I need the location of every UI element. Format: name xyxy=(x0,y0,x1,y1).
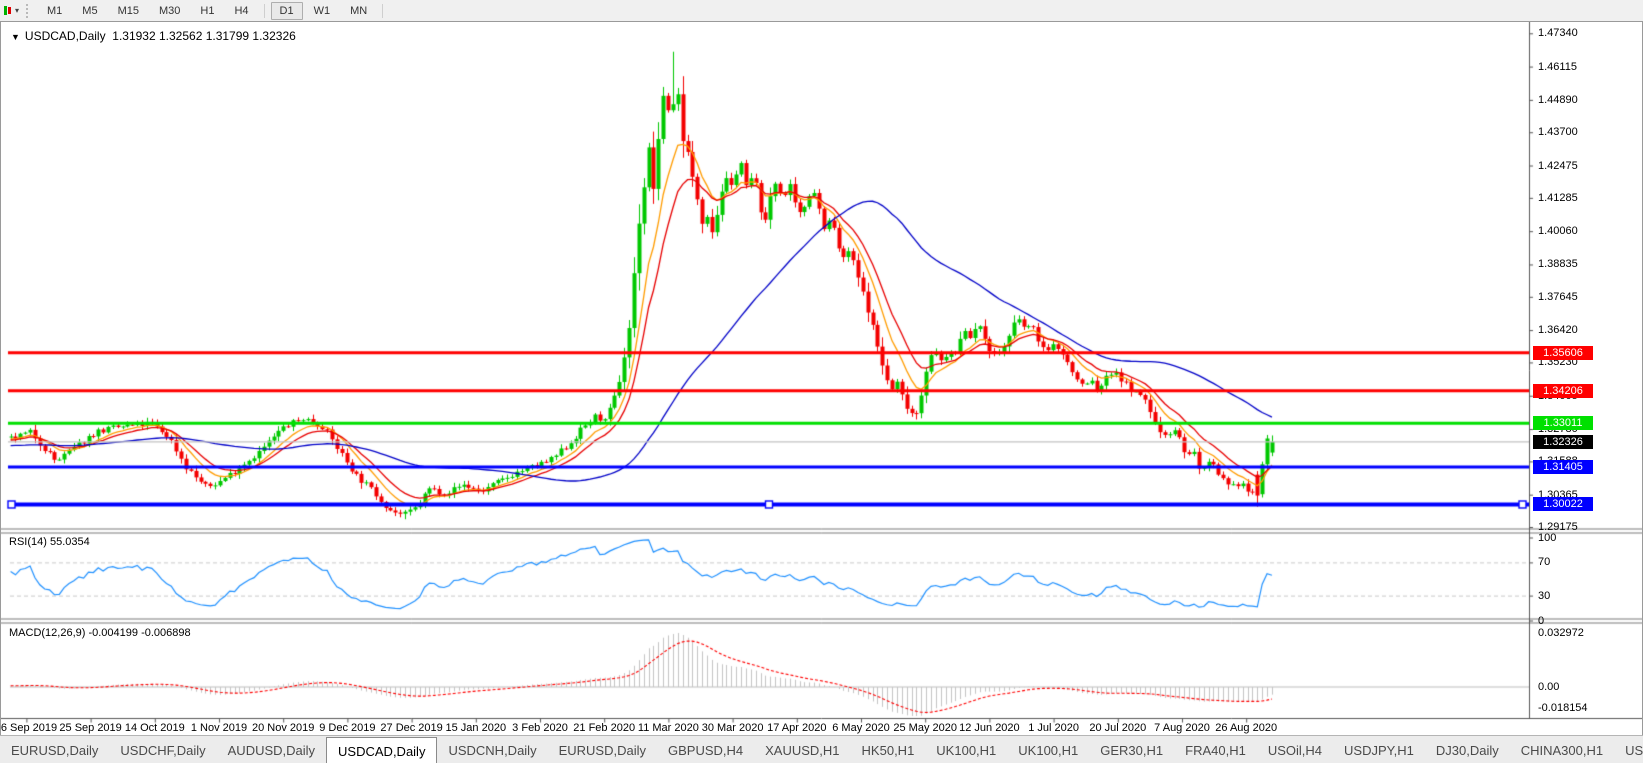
chart-tab-AUDUSDDaily[interactable]: AUDUSD,Daily xyxy=(227,742,316,758)
chart-tab-USOilH1[interactable]: USOil,H1 xyxy=(1625,742,1643,758)
price-axis-label: 1.36420 xyxy=(1538,324,1578,337)
chart-tab-USDCNHDaily[interactable]: USDCNH,Daily xyxy=(448,742,537,758)
timeframe-button-M30[interactable]: M30 xyxy=(158,4,181,17)
date-axis-label: 11 Mar 2020 xyxy=(637,722,699,734)
chart-tab-USDCADDaily[interactable]: USDCAD,Daily xyxy=(326,737,438,763)
timeframe-button-D1[interactable]: D1 xyxy=(270,1,303,20)
price-axis-label: 1.29175 xyxy=(1538,521,1578,533)
chart-type-icon[interactable]: ▾ xyxy=(4,6,22,15)
price-chart-canvas[interactable] xyxy=(1,22,1642,735)
date-axis-label: 12 Jun 2020 xyxy=(959,722,1020,734)
timeframe-button-M15[interactable]: M15 xyxy=(117,4,139,17)
chart-symbol-label: USDCAD,Daily xyxy=(24,29,106,43)
price-axis-label: 1.40060 xyxy=(1538,225,1578,238)
date-axis-label: 26 Aug 2020 xyxy=(1215,722,1278,734)
rsi-axis-label: 0 xyxy=(1538,614,1545,627)
chart-tab-UK100H1[interactable]: UK100,H1 xyxy=(1018,742,1079,758)
timeframe-button-H1[interactable]: H1 xyxy=(200,4,215,17)
macd-indicator-label: MACD(12,26,9) -0.004199 -0.006898 xyxy=(9,627,191,639)
chart-tab-FRA40H1[interactable]: FRA40,H1 xyxy=(1185,742,1246,758)
hline-price-tag[interactable]: 1.35606 xyxy=(1533,345,1593,360)
hline-price-tag[interactable]: 1.30022 xyxy=(1533,497,1593,512)
date-axis-label: 25 Sep 2019 xyxy=(59,722,122,734)
timeframe-button-H4[interactable]: H4 xyxy=(234,4,249,17)
price-axis-label: 1.43700 xyxy=(1538,126,1578,139)
hline-price-tag[interactable]: 1.31405 xyxy=(1533,459,1593,474)
chart-tab-USDCHFDaily[interactable]: USDCHF,Daily xyxy=(120,742,206,758)
price-axis-label: 1.37645 xyxy=(1538,290,1578,303)
macd-axis-label: 0.032972 xyxy=(1538,626,1584,639)
current-price-tag: 1.32326 xyxy=(1533,434,1593,449)
rsi-axis-label: 30 xyxy=(1538,589,1551,602)
chart-tab-EURUSDDaily[interactable]: EURUSD,Daily xyxy=(558,742,646,758)
bull-candle-glyph xyxy=(4,6,7,15)
bear-candle-glyph xyxy=(8,7,11,14)
timeframe-button-M1[interactable]: M1 xyxy=(47,4,63,17)
chart-window: ▼ USDCAD,Daily 1.31932 1.32562 1.31799 1.… xyxy=(0,21,1643,736)
date-axis-label: 20 Nov 2019 xyxy=(251,722,315,734)
hline-price-tag[interactable]: 1.33011 xyxy=(1533,416,1593,431)
price-axis-label: 1.41285 xyxy=(1538,191,1578,204)
price-axis-label: 1.38835 xyxy=(1538,258,1578,271)
chart-tab-bar: EURUSD,Daily USDCHF,Daily AUDUSD,Daily USDC… xyxy=(0,735,1643,763)
toolbar-grip-handle[interactable] xyxy=(26,3,33,18)
toolbar-separator xyxy=(382,3,384,18)
date-axis-label: 21 Feb 2020 xyxy=(573,722,636,734)
chart-tab-UK100H1[interactable]: UK100,H1 xyxy=(936,742,997,758)
timeframe-buttons: M1 M5 M15 M30 H1 H4 D1 W1 MN xyxy=(37,1,388,20)
rsi-axis-label: 70 xyxy=(1538,556,1551,569)
date-axis-label: 6 May 2020 xyxy=(832,722,890,734)
price-axis-label: 1.47340 xyxy=(1538,27,1578,40)
date-axis-label: 20 Jul 2020 xyxy=(1089,722,1147,734)
date-axis-label: 30 Mar 2020 xyxy=(701,722,764,734)
date-axis-label: 27 Dec 2019 xyxy=(380,722,443,734)
chart-tab-XAUUSDH1[interactable]: XAUUSD,H1 xyxy=(765,742,840,758)
timeframe-toolbar: ▾ M1 M5 M15 M30 H1 H4 D1 W1 MN xyxy=(0,0,1643,22)
date-axis-label: 25 May 2020 xyxy=(893,722,957,734)
price-axis-label: 1.46115 xyxy=(1538,60,1577,73)
macd-axis-label: 0.00 xyxy=(1538,680,1560,693)
chart-tab-HK50H1[interactable]: HK50,H1 xyxy=(861,742,915,758)
date-axis-label: 17 Apr 2020 xyxy=(767,722,827,734)
chart-tab-DJ30Daily[interactable]: DJ30,Daily xyxy=(1435,742,1499,758)
timeframe-button-MN[interactable]: MN xyxy=(350,4,368,17)
date-axis-label: 15 Jan 2020 xyxy=(445,722,507,734)
date-axis-label: 6 Sep 2019 xyxy=(0,722,58,734)
date-axis-label: 1 Nov 2019 xyxy=(190,722,248,734)
timeframe-button-M5[interactable]: M5 xyxy=(82,4,98,17)
hline-price-tag[interactable]: 1.34206 xyxy=(1533,383,1593,398)
one-click-trading-icon[interactable]: ▼ xyxy=(11,32,20,42)
toolbar-separator xyxy=(263,3,265,18)
date-axis-label: 14 Oct 2019 xyxy=(124,722,185,734)
chevron-down-icon[interactable]: ▾ xyxy=(15,6,20,15)
date-axis-label: 1 Jul 2020 xyxy=(1028,722,1079,734)
chart-tab-USDJPYH1[interactable]: USDJPY,H1 xyxy=(1344,742,1414,758)
date-axis-label: 7 Aug 2020 xyxy=(1154,722,1210,734)
date-axis-label: 9 Dec 2019 xyxy=(319,722,376,734)
chart-tab-CHINA300H1[interactable]: CHINA300,H1 xyxy=(1520,742,1604,758)
chart-tab-USOilH4[interactable]: USOil,H4 xyxy=(1267,742,1323,758)
price-axis-label: 1.44890 xyxy=(1538,93,1578,106)
rsi-indicator-label: RSI(14) 55.0354 xyxy=(9,536,90,548)
price-axis-label: 1.42475 xyxy=(1538,159,1578,172)
chart-tab-EURUSDDaily[interactable]: EURUSD,Daily xyxy=(11,742,99,758)
chart-tab-GBPUSDH4[interactable]: GBPUSD,H4 xyxy=(667,742,744,758)
timeframe-button-W1[interactable]: W1 xyxy=(313,4,331,17)
macd-axis-label: -0.018154 xyxy=(1538,701,1588,714)
chart-ohlc-values: 1.31932 1.32562 1.31799 1.32326 xyxy=(112,29,296,43)
rsi-axis-label: 100 xyxy=(1538,531,1557,544)
date-axis-label: 3 Feb 2020 xyxy=(512,722,568,734)
chart-tab-GER30H1[interactable]: GER30,H1 xyxy=(1100,742,1164,758)
chart-title: ▼ USDCAD,Daily 1.31932 1.32562 1.31799 1.… xyxy=(11,29,296,43)
